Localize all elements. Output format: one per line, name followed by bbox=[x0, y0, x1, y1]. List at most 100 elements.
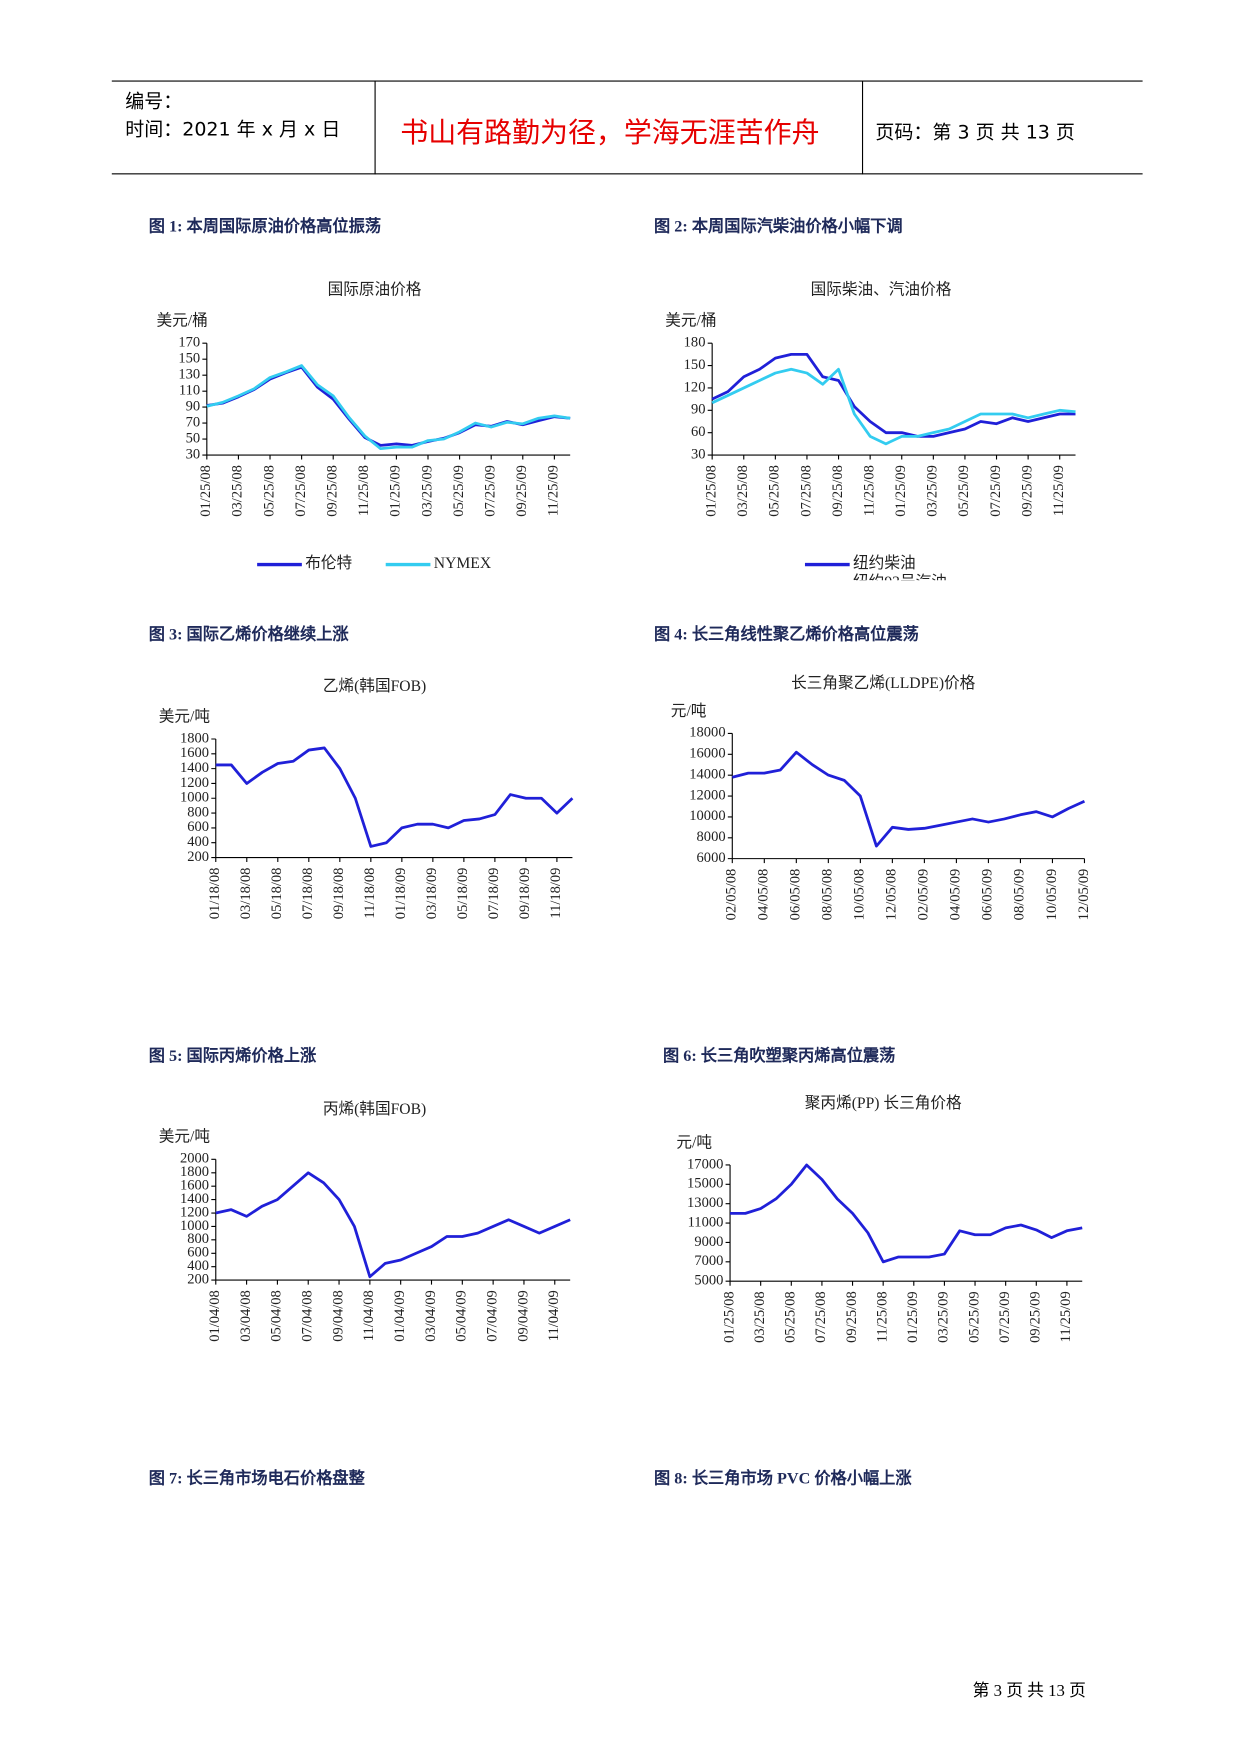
x-tick-label: 02/05/09 bbox=[916, 869, 932, 921]
x-tick-label: 11/25/09 bbox=[1051, 465, 1067, 516]
number-label: 编号： bbox=[125, 90, 183, 113]
x-tick-label: 03/18/09 bbox=[424, 868, 440, 920]
header-divider bbox=[861, 80, 864, 175]
x-tick-label: 01/18/08 bbox=[207, 868, 223, 920]
x-tick-label: 12/05/08 bbox=[884, 869, 900, 921]
x-tick-label: 06/05/08 bbox=[788, 869, 804, 921]
time: 时间：2021 年 x 月 x 日 bbox=[125, 118, 341, 141]
x-tick-label: 10/05/09 bbox=[1044, 869, 1060, 921]
x-tick-label: 11/25/09 bbox=[546, 465, 562, 516]
x-tick-label: 01/25/08 bbox=[721, 1291, 737, 1343]
x-tick-label: 05/25/08 bbox=[783, 1291, 799, 1343]
x-tick-label: 04/05/08 bbox=[756, 869, 772, 921]
y-axis-label: 美元/吨 bbox=[159, 1128, 211, 1146]
y-axis-label: 美元/桶 bbox=[665, 312, 716, 330]
header-rule bbox=[111, 173, 1143, 175]
y-tick-label: 1000 bbox=[180, 790, 209, 806]
y-tick-label: 6000 bbox=[697, 850, 726, 866]
x-tick-label: 01/04/09 bbox=[392, 1290, 408, 1342]
x-tick-label: 05/25/08 bbox=[767, 465, 783, 517]
x-tick-label: 03/25/09 bbox=[936, 1291, 952, 1343]
y-tick-label: 120 bbox=[684, 379, 706, 395]
x-tick-label: 01/25/09 bbox=[905, 1291, 921, 1343]
legend-label: 纽约93号汽油 bbox=[853, 573, 947, 580]
y-tick-label: 1800 bbox=[180, 730, 209, 746]
y-axis-label: 美元/吨 bbox=[159, 707, 211, 725]
line-series bbox=[731, 750, 1086, 848]
x-tick-label: 03/25/09 bbox=[925, 465, 941, 517]
x-tick-label: 11/25/08 bbox=[356, 465, 372, 516]
x-tick-label: 05/04/08 bbox=[269, 1290, 285, 1342]
y-tick-label: 1600 bbox=[180, 745, 209, 761]
x-tick-label: 01/25/08 bbox=[198, 465, 214, 517]
caption: 图 6: 长三角吹塑聚丙烯高位震荡 bbox=[662, 1047, 896, 1066]
y-tick-label: 60 bbox=[691, 424, 706, 440]
x-tick-label: 01/25/08 bbox=[703, 465, 719, 517]
y-tick-label: 16000 bbox=[689, 746, 725, 762]
x-tick-label: 05/18/08 bbox=[269, 868, 285, 920]
x-tick-label: 05/18/09 bbox=[455, 868, 471, 920]
y-tick-label: 13000 bbox=[687, 1195, 723, 1211]
x-tick-label: 07/25/08 bbox=[293, 465, 309, 517]
x-tick-label: 05/25/09 bbox=[956, 465, 972, 517]
y-tick-label: 130 bbox=[178, 366, 200, 382]
y-tick-label: 8000 bbox=[697, 829, 726, 845]
legend-label: NYMEX bbox=[434, 555, 492, 572]
y-tick-label: 800 bbox=[187, 1231, 209, 1247]
y-tick-label: 180 bbox=[684, 335, 706, 351]
chart-title: 乙烯(韩国FOB) bbox=[323, 677, 426, 695]
y-tick-label: 150 bbox=[684, 357, 706, 373]
x-tick-label: 11/25/08 bbox=[861, 465, 877, 516]
x-tick-label: 05/25/08 bbox=[261, 465, 277, 517]
x-tick-label: 01/18/09 bbox=[393, 868, 409, 920]
footer: 第 3 页 共 13 页 bbox=[972, 1682, 1086, 1701]
y-tick-label: 1200 bbox=[180, 1204, 209, 1220]
x-tick-label: 09/25/08 bbox=[844, 1291, 860, 1343]
x-tick-label: 07/04/09 bbox=[484, 1290, 500, 1342]
caption: 图 7: 长三角市场电石价格盘整 bbox=[148, 1470, 365, 1489]
y-tick-label: 200 bbox=[187, 849, 209, 865]
y-tick-label: 1000 bbox=[180, 1218, 209, 1234]
x-tick-label: 09/18/09 bbox=[517, 868, 533, 920]
y-tick-label: 10000 bbox=[689, 808, 725, 824]
y-tick-label: 11000 bbox=[688, 1214, 724, 1230]
x-tick-label: 05/04/09 bbox=[454, 1290, 470, 1342]
x-tick-label: 07/25/09 bbox=[483, 465, 499, 517]
y-tick-label: 7000 bbox=[694, 1253, 723, 1269]
caption: 图 8: 长三角市场 PVC 价格小幅上涨 bbox=[654, 1470, 912, 1489]
y-axis-label: 元/吨 bbox=[671, 702, 707, 720]
y-tick-label: 18000 bbox=[689, 725, 725, 741]
x-tick-label: 11/18/09 bbox=[548, 868, 564, 919]
x-tick-label: 03/25/08 bbox=[752, 1291, 768, 1343]
y-tick-label: 5000 bbox=[694, 1273, 723, 1289]
x-tick-label: 04/05/09 bbox=[948, 869, 964, 921]
y-tick-label: 90 bbox=[691, 402, 706, 418]
x-tick-label: 11/04/09 bbox=[546, 1290, 562, 1341]
x-tick-label: 03/25/09 bbox=[419, 465, 435, 517]
x-tick-label: 03/04/08 bbox=[238, 1290, 254, 1342]
chart: 丙烯(韩国FOB) 美元/吨 200400600800100012001400160… bbox=[159, 1100, 571, 1342]
x-tick-label: 09/04/08 bbox=[330, 1290, 346, 1342]
line-series bbox=[215, 746, 574, 848]
y-tick-label: 90 bbox=[186, 398, 201, 414]
line-series bbox=[711, 353, 1076, 438]
line-series bbox=[730, 1163, 1083, 1264]
x-tick-label: 03/04/09 bbox=[423, 1290, 439, 1342]
chart: 长三角聚乙烯(LLDPE)价格元/吨 6000 8000 10000 12000 1400… bbox=[671, 674, 1092, 921]
x-tick-label: 05/25/09 bbox=[966, 1291, 982, 1343]
chart-title: 国际原油价格 bbox=[328, 280, 422, 298]
x-tick-label: 11/18/08 bbox=[362, 868, 378, 919]
chart-title: 聚丙烯(PP) 长三角价格 bbox=[805, 1094, 962, 1112]
x-tick-label: 07/25/08 bbox=[813, 1291, 829, 1343]
y-tick-label: 110 bbox=[179, 382, 200, 398]
line-series bbox=[206, 364, 571, 451]
x-tick-label: 05/25/09 bbox=[451, 465, 467, 517]
x-tick-label: 09/25/09 bbox=[1028, 1291, 1044, 1343]
x-tick-label: 07/04/08 bbox=[300, 1290, 316, 1342]
line-series bbox=[711, 367, 1076, 446]
x-tick-label: 01/25/09 bbox=[388, 465, 404, 517]
x-tick-label: 09/25/08 bbox=[325, 465, 341, 517]
page-number: 页码：第 3 页 共 13 页 bbox=[875, 121, 1075, 145]
header-divider bbox=[374, 80, 376, 175]
